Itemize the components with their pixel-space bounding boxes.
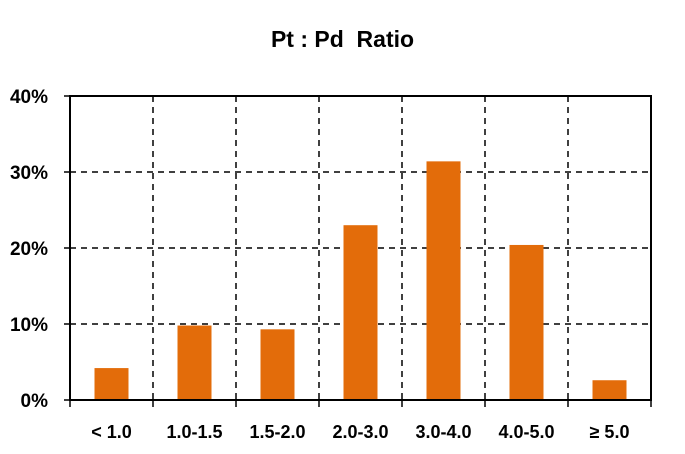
- x-tick-label: 1.5-2.0: [249, 422, 305, 442]
- bar: [343, 225, 378, 400]
- bar: [177, 325, 212, 400]
- bar: [426, 161, 461, 400]
- bar: [260, 329, 295, 400]
- x-tick-label: ≥ 5.0: [590, 422, 630, 442]
- plot-border: [69, 95, 652, 401]
- x-tick-label: 4.0-5.0: [498, 422, 554, 442]
- x-tick-label: 1.0-1.5: [166, 422, 222, 442]
- x-tick-label: < 1.0: [91, 422, 132, 442]
- y-tick-label: 0%: [21, 391, 49, 412]
- chart-title: Pt : Pd Ratio: [270, 26, 415, 52]
- y-tick-label: 20%: [10, 239, 48, 260]
- bars: [94, 161, 627, 400]
- plot-frame: [64, 95, 652, 407]
- y-tick-label: 40%: [10, 87, 48, 108]
- y-tick-label: 10%: [10, 315, 48, 336]
- y-tick-label: 30%: [10, 163, 48, 184]
- x-tick-label: 3.0-4.0: [415, 422, 471, 442]
- y-axis-tick-labels: 0% 10% 20% 30% 40%: [10, 87, 48, 412]
- bar: [509, 244, 544, 400]
- x-axis-tick-labels: < 1.0 1.0-1.5 1.5-2.0 2.0-3.0 3.0-4.0 4.0-5.0…: [91, 422, 629, 442]
- bar: [592, 380, 627, 400]
- bar: [94, 368, 129, 400]
- x-tick-label: 2.0-3.0: [332, 422, 388, 442]
